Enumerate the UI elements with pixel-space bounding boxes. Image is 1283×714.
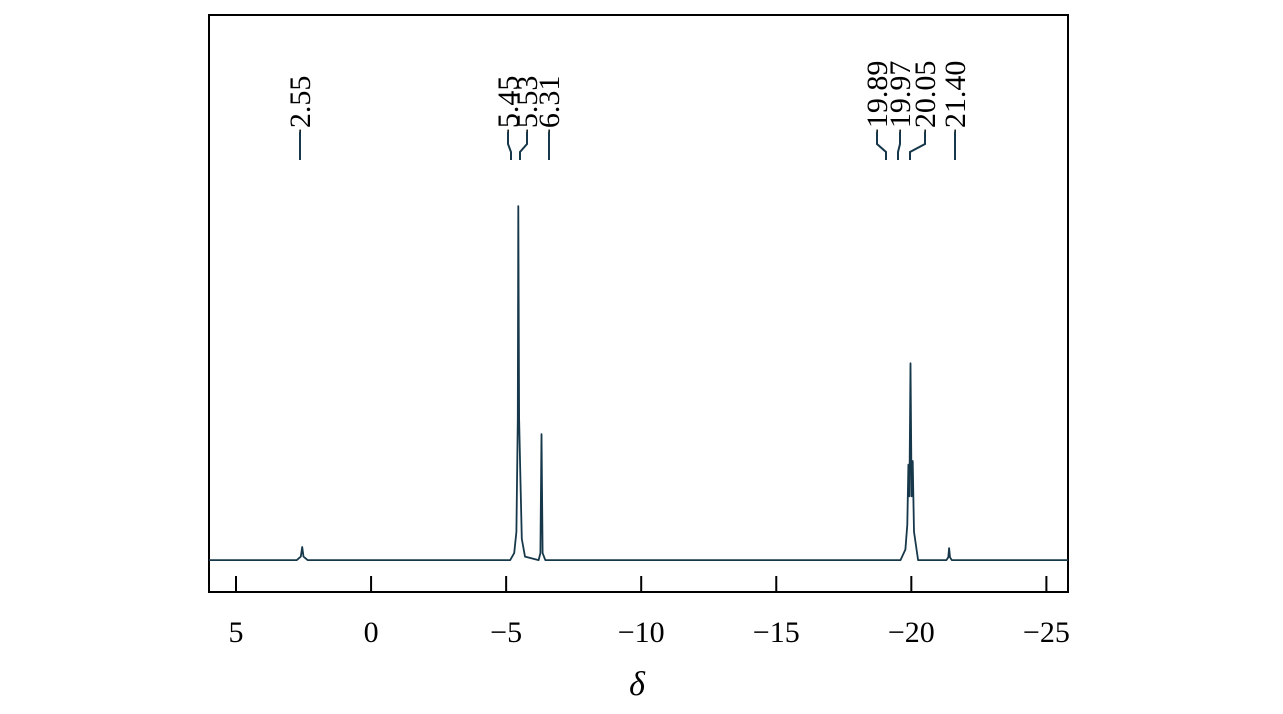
x-axis-label: δ [629, 666, 646, 703]
x-tick-label: −10 [618, 616, 665, 649]
peak-label: −21.40 [939, 61, 972, 145]
x-tick-label: −25 [1023, 616, 1070, 649]
x-tick-label: −5 [490, 616, 522, 649]
peak-label: −19.97 [884, 61, 917, 145]
x-tick-label: −20 [888, 616, 935, 649]
plot-frame [208, 14, 1069, 593]
peak-label: −20.05 [909, 61, 942, 145]
x-tick-label: 5 [229, 616, 244, 649]
peak-connector [876, 132, 887, 160]
peak-connector [909, 132, 926, 160]
peak-connector [507, 132, 512, 160]
peak-connector [897, 132, 901, 160]
peak-connector [519, 132, 528, 160]
x-tick-label: −15 [753, 616, 800, 649]
spectrum-line [209, 205, 1068, 561]
peak-label: −19.89 [861, 61, 894, 145]
x-tick-label: 0 [364, 616, 379, 649]
